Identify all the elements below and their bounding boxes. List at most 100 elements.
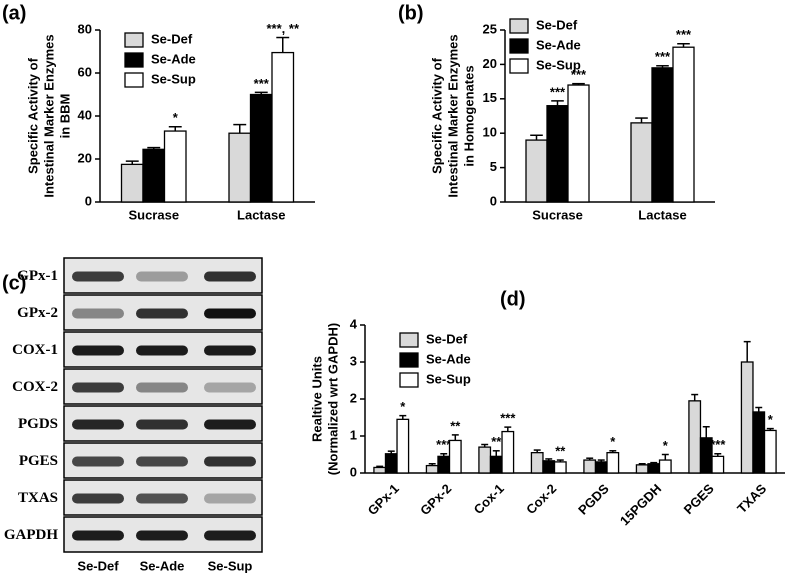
bar	[635, 464, 649, 474]
band	[136, 308, 188, 319]
band	[136, 493, 188, 504]
bar	[740, 361, 754, 474]
blot-row-label: GPx-1	[17, 268, 58, 284]
bar	[630, 122, 653, 203]
bar	[373, 466, 387, 474]
bar	[525, 139, 548, 203]
bar	[530, 451, 544, 474]
band	[204, 345, 256, 356]
bar	[437, 455, 451, 474]
y-tick-label: 10	[483, 125, 497, 140]
legend-swatch	[124, 72, 144, 88]
bar	[606, 451, 620, 474]
legend-swatch	[509, 18, 529, 34]
y-tick-label: 0	[85, 193, 92, 208]
legend-swatch	[399, 332, 419, 348]
annotation: **	[491, 434, 502, 449]
bar	[763, 429, 777, 474]
annotation: ***	[676, 27, 692, 42]
bar	[249, 93, 273, 203]
y-axis-label: Specific Activity of	[25, 57, 40, 173]
blot-lane-label: Se-Ade	[140, 558, 185, 573]
y-axis-label: in BBM	[57, 94, 72, 139]
bar	[546, 105, 569, 203]
legend-label: Se-Def	[151, 31, 193, 46]
panel-label: (c)	[2, 272, 26, 294]
band	[72, 530, 124, 541]
bar	[501, 430, 515, 474]
x-tick-label: Lactase	[638, 207, 686, 222]
bar	[594, 461, 608, 474]
annotation: **	[450, 418, 461, 433]
annotation: ***	[550, 84, 566, 99]
y-tick-label: 40	[78, 107, 92, 122]
legend-label: Se-Ade	[536, 37, 581, 52]
band	[204, 419, 256, 430]
y-tick-label: 20	[483, 56, 497, 71]
y-tick-label: 3	[350, 353, 357, 368]
bar	[711, 455, 725, 474]
y-tick-label: 4	[350, 316, 358, 331]
bar	[448, 439, 462, 474]
bar	[120, 163, 144, 203]
annotation: ***	[436, 437, 452, 452]
legend-label: Se-Sup	[151, 71, 196, 86]
x-tick-label: PGDS	[575, 481, 612, 518]
band	[204, 493, 256, 504]
x-tick-label: Cox-2	[523, 481, 559, 517]
bar	[688, 400, 702, 474]
band	[136, 345, 188, 356]
panel-label: (b)	[398, 2, 424, 24]
x-tick-label: GPx-1	[365, 481, 402, 518]
blot-lane-label: Se-Def	[77, 558, 119, 573]
x-tick-label: TXAS	[734, 481, 769, 516]
bar	[396, 418, 410, 474]
y-axis-label: Intestinal Marker Enzymes	[41, 34, 56, 197]
legend-swatch	[124, 52, 144, 68]
bar	[425, 464, 439, 474]
legend-label: Se-Ade	[151, 51, 196, 66]
blot-row-label: COX-1	[12, 342, 58, 358]
y-tick-label: 0	[350, 464, 357, 479]
band	[72, 308, 124, 319]
annotation: *	[173, 110, 179, 125]
bar	[384, 453, 398, 474]
bar	[228, 132, 252, 203]
bar	[752, 411, 766, 474]
bar	[478, 446, 492, 474]
bar	[583, 459, 597, 474]
band	[204, 308, 256, 319]
bar	[647, 463, 661, 474]
blot-row-label: GAPDH	[4, 527, 58, 543]
blot-row-label: PGES	[19, 453, 58, 469]
y-tick-label: 60	[78, 64, 92, 79]
y-axis-label: Realtive Units	[309, 356, 324, 442]
annotation: *	[663, 438, 669, 453]
panel-label: (a)	[2, 2, 26, 24]
band	[136, 382, 188, 393]
y-tick-label: 1	[350, 427, 357, 442]
bar	[542, 460, 556, 474]
bar	[553, 461, 567, 474]
annotation: ***	[710, 437, 726, 452]
y-tick-label: 0	[490, 193, 497, 208]
band	[72, 345, 124, 356]
x-tick-label: PGES	[681, 481, 717, 517]
legend-swatch	[399, 352, 419, 368]
annotation: ***	[254, 76, 270, 91]
band	[136, 271, 188, 282]
band	[72, 382, 124, 393]
y-tick-label: 2	[350, 390, 357, 405]
annotation: ***	[655, 49, 671, 64]
legend-swatch	[124, 32, 144, 48]
band	[72, 456, 124, 467]
legend-label: Se-Def	[426, 331, 468, 346]
legend-swatch	[399, 372, 419, 388]
band	[72, 493, 124, 504]
annotation: *	[400, 399, 406, 414]
x-tick-label: Sucrase	[532, 207, 583, 222]
bar	[489, 455, 503, 474]
blot-lane-label: Se-Sup	[208, 558, 253, 573]
legend-label: Se-Sup	[426, 371, 471, 386]
